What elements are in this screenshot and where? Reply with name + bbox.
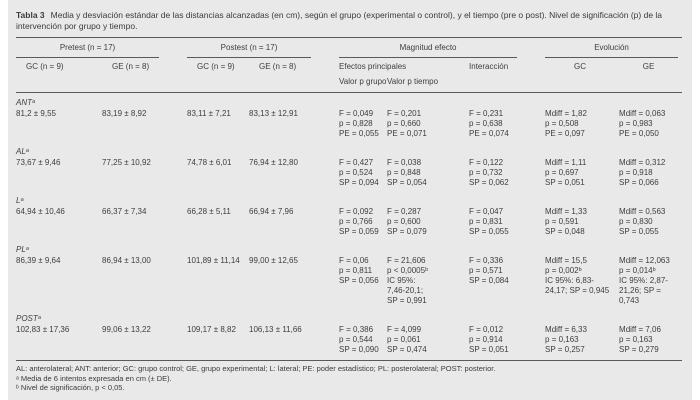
cell: F = 0,386 p = 0,544 SP = 0,090 (339, 325, 379, 354)
cell: F = 0,427 p = 0,524 SP = 0,094 (339, 158, 379, 187)
cell: F = 0,231 p = 0,638 PE = 0,074 (469, 109, 509, 138)
table-row-al: 73,67 ± 9,46 77,25 ± 10,92 74,78 ± 6,01 … (16, 158, 682, 191)
cell: 101,89 ± 11,14 (187, 256, 240, 265)
cell: 77,25 ± 10,92 (102, 158, 151, 167)
cell: F = 0,122 p = 0,732 SP = 0,062 (469, 158, 509, 187)
cell: 66,37 ± 7,34 (102, 207, 147, 216)
cell: Mdiff = 1,11 p = 0,697 SP = 0,051 (545, 158, 587, 187)
table-row-pl: 86,39 ± 9,64 86,94 ± 13,00 101,89 ± 11,1… (16, 256, 682, 309)
cell: F = 0,06 p = 0,811 SP = 0,056 (339, 256, 379, 285)
row-label-pl: PLᵃ (16, 245, 29, 254)
cell: 83,19 ± 8,92 (102, 109, 147, 118)
col-header-interaccion: Interacción (469, 62, 509, 71)
cell: 106,13 ± 11,66 (249, 325, 302, 334)
cell: Mdiff = 1,33 p = 0,591 SP = 0,048 (545, 207, 587, 236)
cell: 99,00 ± 12,65 (249, 256, 298, 265)
cell: Mdiff = 0,063 p = 0,983 PE = 0,050 (619, 109, 666, 138)
empty-cell (102, 73, 188, 93)
cell: 102,83 ± 17,36 (16, 325, 70, 334)
group-header-row: Pretest (n = 17) Postest (n = 17) Magnit… (16, 38, 682, 58)
cell: Mdiff = 15,5 p = 0,002ᵇ IC 95%: 6,83- 24… (545, 256, 610, 295)
cell: 83,11 ± 7,21 (187, 109, 231, 118)
col-header-pretest-gc: GC (n = 9) (26, 62, 64, 71)
table-caption-text: Media y desviación estándar de las dista… (16, 10, 663, 31)
empty-cell (545, 73, 620, 93)
subcol-header-valor-p-grupo: Valor p grupo (339, 73, 388, 93)
cell: Mdiff = 7,06 p = 0,163 SP = 0,279 (619, 325, 661, 354)
empty-cell (249, 73, 340, 93)
cell: 66,94 ± 7,96 (249, 207, 294, 216)
subcolumn-header-row: Valor p grupo Valor p tiempo (16, 73, 683, 93)
cell: 86,39 ± 9,64 (16, 256, 61, 265)
table-panel: Tabla 3 Media y desviación estándar de la… (8, 0, 692, 400)
cell: 83,13 ± 12,91 (249, 109, 298, 118)
subcol-header-valor-p-tiempo: Valor p tiempo (387, 73, 470, 93)
cell: F = 4,099 p = 0,061 SP = 0,474 (387, 325, 427, 354)
cell: 64,94 ± 10,46 (16, 207, 65, 216)
row-label-post: POSTᵃ (16, 314, 41, 323)
table-row-l: 64,94 ± 10,46 66,37 ± 7,34 66,28 ± 5,11 … (16, 207, 682, 240)
col-group-postest: Postest (n = 17) (187, 43, 312, 58)
empty-cell (16, 73, 102, 93)
cell: 66,28 ± 5,11 (187, 207, 231, 216)
empty-cell (619, 73, 683, 93)
empty-cell (469, 73, 546, 93)
cell: F = 0,287 p = 0,600 SP = 0,079 (387, 207, 427, 236)
cell: 73,67 ± 9,46 (16, 158, 61, 167)
row-label-al: ALᵃ (16, 147, 29, 156)
row-label-ant: ANTᵃ (16, 98, 35, 107)
col-header-evolucion-ge: GE (642, 62, 655, 71)
cell: 109,17 ± 8,82 (187, 325, 236, 334)
table-row-ant: 81,2 ± 9,55 83,19 ± 8,92 83,11 ± 7,21 83… (16, 109, 682, 142)
cell: Mdiff = 6,33 p = 0,163 SP = 0,257 (545, 325, 587, 354)
cell: F = 0,038 p = 0,848 SP = 0,054 (387, 158, 427, 187)
cell: F = 0,092 p = 0,766 SP = 0,059 (339, 207, 379, 236)
col-group-evolucion: Evolución (545, 43, 679, 58)
cell: 81,2 ± 9,55 (16, 109, 56, 118)
table-caption-label: Tabla 3 (16, 10, 45, 20)
results-table: Pretest (n = 17) Postest (n = 17) Magnit… (16, 38, 683, 358)
row-label-l: Lᵃ (16, 196, 24, 205)
cell: 99,06 ± 13,22 (102, 325, 151, 334)
col-header-efectos-principales: Efectos principales (339, 62, 407, 71)
table-footer: AL: anterolateral; ANT: anterior; GC: gr… (16, 360, 682, 393)
footnote-b: ᵇ Nivel de significación, p < 0,05. (16, 383, 125, 392)
table-caption: Tabla 3 Media y desviación estándar de la… (16, 10, 682, 32)
table-row-post: 102,83 ± 17,36 99,06 ± 13,22 109,17 ± 8,… (16, 325, 682, 358)
column-header-row: GC (n = 9) GE (n = 8) GC (n = 9) GE (n =… (16, 58, 682, 73)
col-header-pretest-ge: GE (n = 8) (112, 62, 150, 71)
cell: 86,94 ± 13,00 (102, 256, 151, 265)
cell: Mdiff = 0,563 p = 0,830 SP = 0,055 (619, 207, 666, 236)
empty-cell (187, 73, 250, 93)
cell: F = 0,336 p = 0,571 SP = 0,084 (469, 256, 509, 285)
footnote-a: ᵃ Media de 6 intentos expresada en cm (±… (16, 373, 172, 383)
caption-rule (16, 37, 682, 38)
col-group-magnitud-efecto: Magnitud efecto (339, 43, 518, 58)
cell: F = 0,201 p = 0,660 PE = 0,071 (387, 109, 427, 138)
cell: Mdiff = 0,312 p = 0,918 SP = 0,066 (619, 158, 666, 187)
cell: 76,94 ± 12,80 (249, 158, 298, 167)
cell: F = 0,047 p = 0,831 SP = 0,055 (469, 207, 509, 236)
cell: F = 0,012 p = 0,914 SP = 0,051 (469, 325, 509, 354)
col-header-postest-ge: GE (n = 8) (259, 62, 297, 71)
col-group-pretest: Pretest (n = 17) (16, 43, 160, 58)
footer-abbreviations: AL: anterolateral; ANT: anterior; GC: gr… (16, 364, 496, 373)
cell: Mdiff = 12,063 p = 0,014ᵇ IC 95%: 2,87- … (619, 256, 670, 305)
col-header-postest-gc: GC (n = 9) (197, 62, 235, 71)
col-header-evolucion-gc: GC (574, 62, 587, 71)
cell: F = 0,049 p = 0,828 PE = 0,055 (339, 109, 379, 138)
cell: F = 21,606 p < 0,0005ᵇ IC 95%: 7,46-20,1… (387, 256, 429, 305)
cell: 74,78 ± 6,01 (187, 158, 232, 167)
cell: Mdiff = 1,82 p = 0,508 PE = 0,097 (545, 109, 587, 138)
